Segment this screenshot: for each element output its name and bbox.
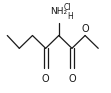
Text: O: O xyxy=(68,74,76,84)
Text: H: H xyxy=(67,12,73,21)
Text: O: O xyxy=(81,24,89,34)
Text: Cl: Cl xyxy=(64,3,71,12)
Text: NH₂: NH₂ xyxy=(50,7,67,16)
Text: O: O xyxy=(42,74,49,84)
